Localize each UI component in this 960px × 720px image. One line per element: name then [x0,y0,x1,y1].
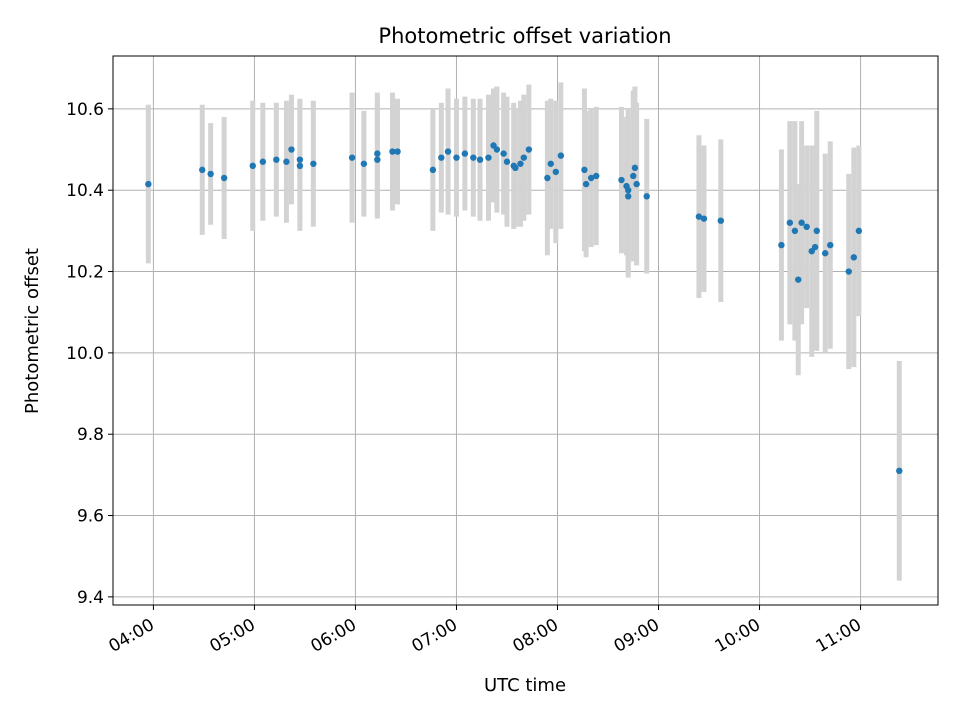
data-point [145,180,152,188]
data-point [348,154,356,161]
data-point [625,193,632,200]
data-point [821,250,829,257]
data-point [525,146,533,153]
data-point [717,217,725,224]
y-tick-layer: 9.4 9.6 9.8 10.0 10.2 10.4 10.6 [66,100,113,608]
data-point [813,227,820,235]
data-point [618,176,625,184]
data-point [803,223,810,230]
data-point [791,227,799,235]
data-point [310,160,317,167]
data-point [512,164,519,172]
data-point [700,215,708,222]
data-point [811,243,819,251]
data-point [643,193,650,200]
chart-title: Photometric offset variation [378,24,671,48]
data-point [827,241,834,249]
data-point [581,166,588,174]
data-point [249,162,256,169]
x-axis-label: UTC time [484,675,566,696]
axes-frame [112,55,939,606]
data-point [631,164,639,172]
data-point [517,160,524,167]
data-point [273,156,280,163]
data-point [207,170,214,178]
data-point [453,154,460,161]
data-point [389,148,396,155]
data-point [485,154,492,161]
data-point [695,213,703,220]
y-tick-label: 9.6 [77,507,104,527]
data-point [855,227,863,235]
data-point [296,162,304,169]
data-point [850,254,858,261]
data-point [360,160,368,167]
data-point [283,158,290,165]
y-tick-label: 10.6 [66,100,104,120]
data-point [630,172,637,180]
data-point [444,148,452,155]
y-tick-label: 10.0 [66,344,104,364]
data-point [461,150,469,157]
data-point [374,150,381,157]
data-point [429,166,437,174]
data-point [547,160,554,167]
data-point [220,174,228,182]
data-point [288,146,295,153]
marker-layer [145,142,903,474]
data-point [503,158,511,165]
data-point [520,154,528,161]
data-point [552,168,560,176]
data-point [374,156,381,163]
data-point [470,154,477,161]
data-point [544,174,551,182]
data-point [593,172,600,180]
data-point [896,467,903,474]
y-tick-label: 10.2 [66,263,104,283]
data-point [587,174,595,182]
data-point [394,148,401,155]
data-point [476,156,484,163]
data-point [582,180,590,188]
y-axis-label: Photometric offset [22,248,43,414]
data-point [845,268,852,275]
data-point [199,166,206,174]
data-point [633,180,640,188]
data-point [795,276,802,283]
y-tick-label: 9.4 [77,588,104,608]
data-point [798,219,805,226]
data-point [296,156,304,163]
data-point [625,187,632,194]
data-point [500,150,507,157]
data-point [493,146,501,153]
data-point [786,219,794,226]
data-point [259,158,267,165]
data-point [778,241,785,249]
y-tick-label: 10.4 [66,181,104,201]
data-point [557,152,565,159]
data-point [438,154,445,161]
y-tick-label: 9.8 [77,425,104,445]
